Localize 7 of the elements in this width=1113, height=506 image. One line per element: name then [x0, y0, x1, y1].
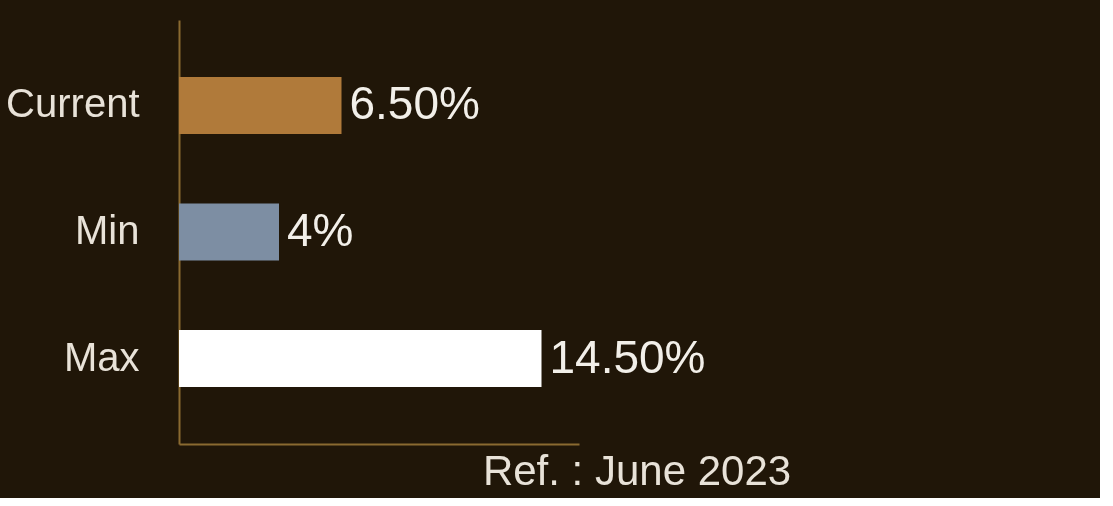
y-tick-label: Min [75, 208, 140, 252]
text: Ref. : June 2023 [482, 447, 792, 494]
y-tick-label: Current [6, 81, 140, 126]
data-label: 6.50% [349, 77, 480, 130]
y-tick-label: Max [63, 334, 140, 379]
data-label: 14.50% [549, 330, 706, 383]
data-label: 4% [287, 204, 354, 256]
